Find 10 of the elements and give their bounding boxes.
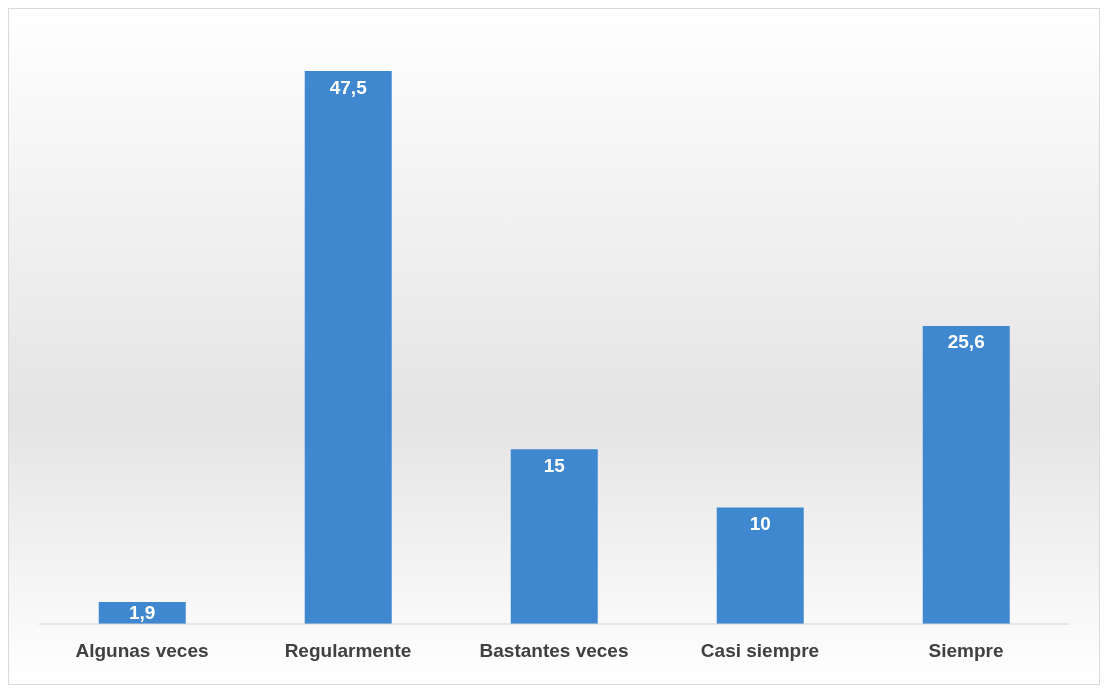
- x-tick-label: Siempre: [928, 640, 1004, 662]
- data-label: 15: [543, 454, 566, 476]
- x-tick-label: Regularmente: [284, 640, 412, 662]
- data-label: 25,6: [947, 331, 985, 353]
- data-label: 47,5: [329, 76, 368, 98]
- data-label: 10: [749, 513, 771, 535]
- x-tick-label: Algunas veces: [75, 640, 209, 662]
- x-tick-label: Casi siempre: [700, 640, 820, 662]
- x-tick-label: Bastantes veces: [479, 640, 629, 662]
- data-label: 1,9: [129, 602, 156, 624]
